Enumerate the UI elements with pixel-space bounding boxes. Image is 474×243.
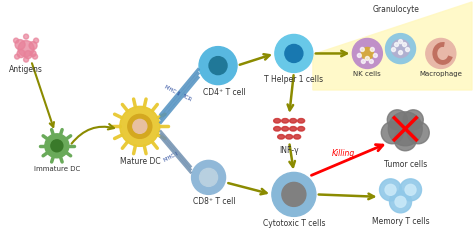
Circle shape	[374, 53, 377, 57]
Text: CD4⁺ T cell: CD4⁺ T cell	[203, 88, 246, 97]
Circle shape	[390, 191, 411, 213]
Circle shape	[385, 34, 416, 64]
Circle shape	[282, 182, 306, 206]
Circle shape	[399, 40, 402, 43]
Circle shape	[405, 184, 416, 195]
Text: Tumor cells: Tumor cells	[383, 160, 427, 169]
Text: Memory T cells: Memory T cells	[372, 217, 429, 226]
Ellipse shape	[298, 127, 305, 131]
Circle shape	[407, 122, 429, 144]
Circle shape	[395, 196, 406, 207]
Polygon shape	[313, 2, 472, 90]
Circle shape	[24, 57, 28, 62]
Circle shape	[133, 119, 147, 133]
Circle shape	[17, 50, 25, 58]
Ellipse shape	[282, 119, 289, 123]
Circle shape	[33, 54, 37, 59]
Circle shape	[360, 47, 365, 52]
Ellipse shape	[282, 127, 289, 131]
Circle shape	[380, 179, 401, 201]
Ellipse shape	[273, 127, 281, 131]
Circle shape	[120, 106, 160, 146]
Circle shape	[45, 134, 69, 158]
Circle shape	[400, 179, 421, 201]
Circle shape	[272, 172, 316, 217]
Circle shape	[34, 38, 38, 43]
Ellipse shape	[293, 135, 301, 139]
Text: CD8⁺ T cell: CD8⁺ T cell	[193, 197, 236, 206]
Circle shape	[403, 110, 423, 130]
Text: NK cells: NK cells	[354, 71, 381, 78]
Ellipse shape	[290, 127, 297, 131]
Text: Granulocyte: Granulocyte	[373, 5, 419, 14]
Circle shape	[24, 51, 32, 59]
Circle shape	[370, 47, 374, 52]
Circle shape	[361, 47, 374, 60]
Circle shape	[357, 53, 361, 57]
Text: INF-γ: INF-γ	[279, 146, 299, 155]
Circle shape	[361, 60, 365, 63]
Text: TCR: TCR	[182, 93, 193, 103]
Circle shape	[426, 38, 456, 69]
Circle shape	[352, 38, 383, 69]
Text: Killing: Killing	[332, 149, 355, 158]
Circle shape	[388, 112, 422, 146]
Circle shape	[399, 51, 402, 55]
Text: Mature DC: Mature DC	[119, 157, 160, 166]
Circle shape	[200, 168, 218, 186]
Circle shape	[209, 57, 227, 75]
Circle shape	[275, 35, 313, 72]
Circle shape	[24, 34, 28, 39]
Text: MHC Ⅱ: MHC Ⅱ	[163, 84, 180, 96]
Circle shape	[285, 44, 303, 62]
Circle shape	[15, 40, 25, 50]
Circle shape	[381, 122, 403, 144]
Circle shape	[199, 47, 237, 85]
Ellipse shape	[273, 119, 281, 123]
Circle shape	[365, 56, 369, 61]
Ellipse shape	[290, 119, 297, 123]
Circle shape	[18, 41, 34, 57]
Circle shape	[128, 114, 152, 138]
Circle shape	[394, 129, 416, 151]
Text: MHC Ⅰ: MHC Ⅰ	[163, 151, 179, 163]
Circle shape	[392, 48, 395, 52]
Text: Antigens: Antigens	[9, 65, 43, 74]
Text: T Helper 1 cells: T Helper 1 cells	[264, 76, 323, 85]
Text: Macrophage: Macrophage	[419, 71, 462, 78]
Circle shape	[15, 54, 19, 59]
Circle shape	[191, 160, 226, 194]
Circle shape	[14, 38, 18, 43]
Circle shape	[29, 42, 37, 50]
Circle shape	[30, 51, 36, 57]
Circle shape	[387, 110, 407, 130]
Circle shape	[402, 43, 407, 47]
Ellipse shape	[286, 135, 292, 139]
Circle shape	[51, 140, 63, 152]
Text: Immature DC: Immature DC	[34, 166, 80, 172]
Ellipse shape	[298, 119, 305, 123]
Circle shape	[406, 48, 410, 52]
Circle shape	[385, 184, 396, 195]
Circle shape	[392, 40, 410, 58]
FancyArrowPatch shape	[72, 124, 114, 144]
Text: Cytotoxic T cells: Cytotoxic T cells	[263, 219, 325, 228]
Ellipse shape	[278, 135, 285, 139]
Circle shape	[369, 60, 374, 63]
Circle shape	[394, 43, 399, 47]
